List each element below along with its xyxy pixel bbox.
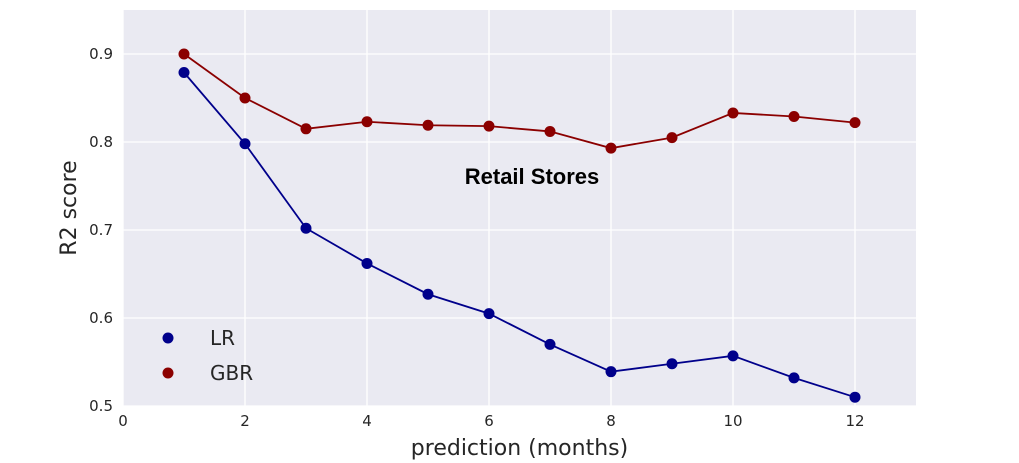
y-tick-label: 0.7	[89, 221, 113, 239]
data-point	[605, 366, 617, 378]
series-line	[183, 53, 856, 150]
data-point	[178, 66, 190, 78]
data-point	[666, 358, 678, 370]
series-line	[183, 71, 856, 399]
data-point	[422, 288, 434, 300]
data-point	[727, 350, 739, 362]
series-layer	[178, 48, 861, 403]
legend: LR GBR	[162, 326, 253, 385]
x-tick-label: 2	[240, 412, 250, 430]
y-tick-label: 0.9	[89, 45, 113, 63]
x-tick-label: 6	[484, 412, 494, 430]
data-point	[300, 123, 312, 135]
data-point	[727, 107, 739, 119]
data-point	[483, 120, 495, 132]
series-gbr	[178, 48, 861, 154]
data-point	[239, 92, 251, 104]
data-point	[788, 110, 800, 122]
legend-label: LR	[210, 326, 235, 350]
legend-item-gbr: GBR	[162, 361, 253, 385]
data-point	[605, 142, 617, 154]
data-point	[849, 117, 861, 129]
data-point	[483, 308, 495, 320]
grid-lines	[122, 10, 916, 407]
x-axis-label: prediction (months)	[411, 436, 628, 461]
legend-marker	[162, 367, 174, 379]
x-tick-label: 4	[362, 412, 372, 430]
data-point	[178, 48, 190, 60]
y-tick-label: 0.6	[89, 309, 113, 327]
data-point	[788, 372, 800, 384]
x-tick-label: 10	[723, 412, 742, 430]
x-tick-label: 8	[606, 412, 616, 430]
y-tick-label: 0.8	[89, 133, 113, 151]
legend-marker	[162, 332, 174, 344]
data-point	[544, 125, 556, 137]
data-point	[300, 222, 312, 234]
data-point	[544, 338, 556, 350]
chart-annotation: Retail Stores	[465, 164, 600, 189]
legend-label: GBR	[210, 361, 253, 385]
legend-item-lr: LR	[162, 326, 235, 350]
plot-background	[123, 10, 916, 406]
y-tick-label: 0.5	[89, 397, 113, 415]
data-point	[239, 138, 251, 150]
data-point	[361, 116, 373, 128]
data-point	[422, 119, 434, 131]
tick-labels: 0 2 4 6 8 10 12 0.5 0.6 0.7 0.8 0.9	[89, 45, 864, 430]
data-point	[361, 257, 373, 269]
x-tick-label: 12	[845, 412, 864, 430]
y-axis-label: R2 score	[57, 160, 82, 255]
data-point	[666, 132, 678, 144]
series-lr	[178, 66, 861, 403]
x-tick-label: 0	[118, 412, 128, 430]
data-point	[849, 391, 861, 403]
